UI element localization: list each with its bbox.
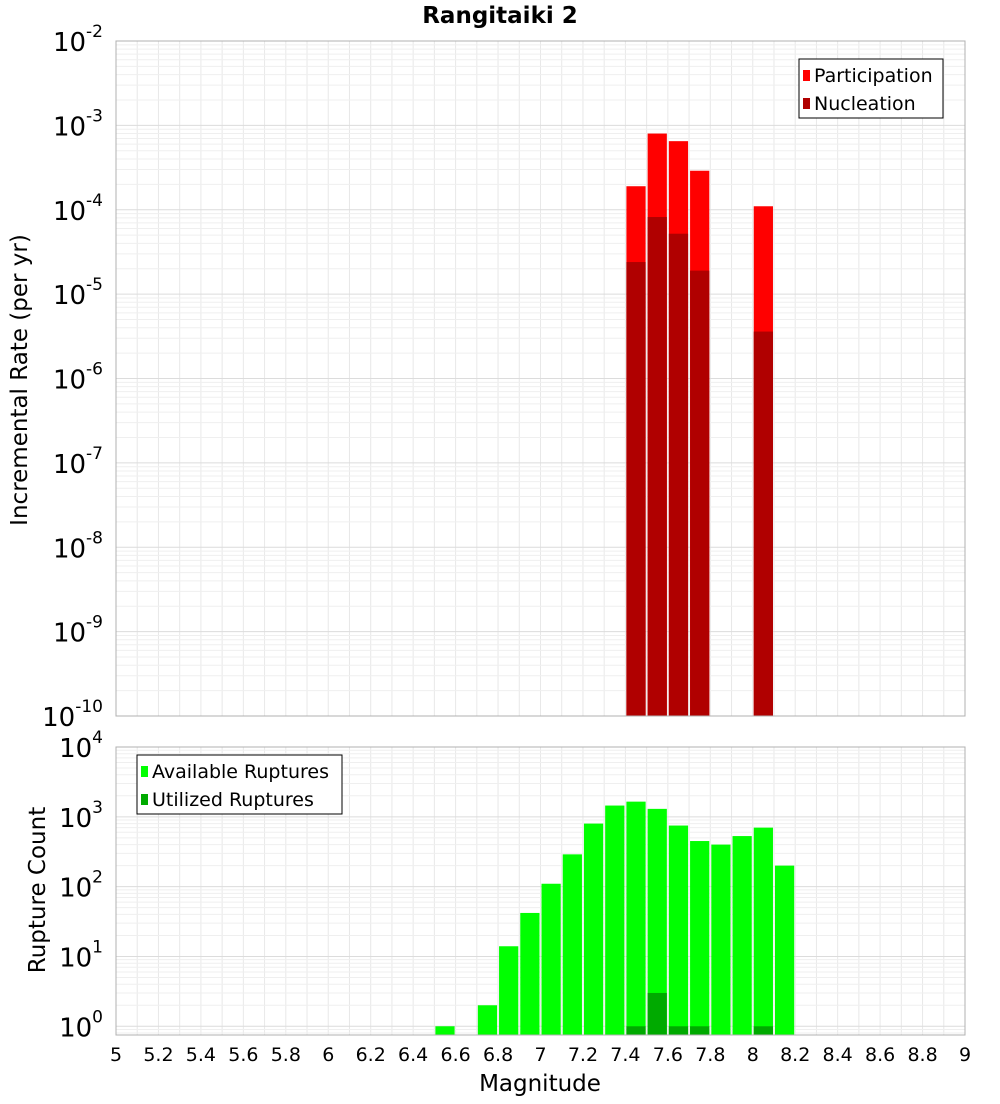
bottom-panel-bar-series1 (668, 825, 689, 1035)
x-tick-label: 7.4 (610, 1044, 640, 1066)
top-panel-y-tick-label: 10-3 (53, 106, 103, 142)
top-panel-bar-series2 (647, 217, 667, 716)
x-tick-label: 5.4 (186, 1044, 216, 1066)
x-tick-label: 7 (534, 1044, 546, 1066)
top-panel-y-tick-label: 10-8 (53, 528, 103, 564)
top-panel-bar-series2 (753, 331, 773, 716)
x-tick-label: 5.2 (143, 1044, 173, 1066)
x-tick-label: 6.4 (398, 1044, 428, 1066)
bottom-panel-y-tick-label: 100 (59, 1007, 103, 1043)
bottom-panel-bar-series1 (605, 805, 625, 1035)
top-panel-bar-series2 (626, 262, 646, 716)
bottom-panel-bar-series1 (541, 883, 561, 1035)
bottom-panel-bar-series2 (668, 1026, 689, 1035)
top-panel-bar-series2 (668, 233, 689, 716)
bottom-panel-bar-series1 (477, 1005, 498, 1035)
bottom-panel-bar-series1 (753, 827, 773, 1035)
x-tick-label: 7.8 (695, 1044, 725, 1066)
bottom-panel-y-tick-label: 104 (59, 728, 103, 764)
top-panel-y-tick-label: 10-10 (42, 697, 103, 733)
x-tick-label: 6.8 (483, 1044, 513, 1066)
bottom-panel-bar-series1 (499, 946, 519, 1035)
bottom-panel-y-tick-label: 101 (59, 937, 103, 973)
bottom-panel-plot-frame (115, 746, 966, 1036)
x-tick-label: 6 (322, 1044, 334, 1066)
top-panel-bar-series2 (690, 270, 710, 716)
bottom-panel-y-tick-label: 102 (59, 868, 103, 904)
bottom-panel-bar-series2 (626, 1026, 646, 1035)
top-panel-y-tick-label: 10-4 (53, 191, 103, 227)
bottom-panel-bar-series1 (647, 808, 667, 1035)
x-tick-label: 5 (110, 1044, 122, 1066)
top-panel-y-tick-label: 10-2 (53, 22, 103, 58)
bottom-panel-legend-swatch (141, 794, 148, 805)
top-panel-y-tick-label: 10-9 (53, 613, 103, 649)
bottom-panel-bar-series1 (562, 854, 582, 1035)
bottom-y-axis-label: Rupture Count (25, 807, 51, 973)
bottom-panel-bar-series2 (647, 992, 667, 1035)
top-panel-y-tick-label: 10-6 (53, 360, 103, 396)
bottom-panel-legend-label: Utilized Ruptures (152, 789, 314, 811)
bottom-panel-bar-series1 (435, 1026, 455, 1035)
bottom-panel-bar-series1 (520, 912, 540, 1035)
bottom-panel-bar-series1 (732, 836, 752, 1035)
bottom-panel-bar-series1 (690, 841, 710, 1035)
bottom-panel-legend-box (136, 754, 343, 815)
x-axis-label: Magnitude (479, 1071, 601, 1097)
bottom-panel-bar-series1 (711, 844, 731, 1035)
bottom-panel-bar-series2 (690, 1026, 710, 1035)
x-tick-label: 9 (959, 1044, 971, 1066)
top-panel-legend-swatch (803, 70, 810, 81)
bottom-panel-legend-swatch (141, 766, 148, 777)
chart-title: Rangitaiki 2 (422, 3, 578, 29)
top-panel-plot-frame (115, 40, 966, 717)
top-panel-y-tick-label: 10-7 (53, 444, 103, 480)
top-panel-legend-swatch (803, 98, 810, 109)
bottom-panel-bar-series1 (583, 823, 604, 1035)
bottom-panel-bar-series1 (626, 801, 646, 1035)
x-tick-label: 8.2 (780, 1044, 810, 1066)
x-tick-label: 8.6 (865, 1044, 895, 1066)
bottom-panel-legend-label: Available Ruptures (152, 761, 329, 783)
bottom-panel-bar-series1 (774, 865, 795, 1035)
x-tick-label: 8.4 (823, 1044, 853, 1066)
x-tick-label: 8.8 (907, 1044, 937, 1066)
top-panel-legend-label: Nucleation (814, 93, 916, 115)
x-tick-label: 6.6 (440, 1044, 470, 1066)
x-tick-label: 7.6 (653, 1044, 683, 1066)
bottom-panel-bar-series2 (753, 1026, 773, 1035)
top-panel-y-tick-label: 10-5 (53, 275, 103, 311)
x-tick-label: 7.2 (568, 1044, 598, 1066)
bottom-panel-y-tick-label: 103 (59, 798, 103, 834)
x-tick-label: 5.6 (228, 1044, 258, 1066)
x-tick-label: 6.2 (356, 1044, 386, 1066)
top-y-axis-label: Incremental Rate (per yr) (7, 234, 33, 526)
x-tick-label: 8 (747, 1044, 759, 1066)
x-tick-label: 5.8 (271, 1044, 301, 1066)
top-panel-legend-box (798, 58, 944, 119)
top-panel-legend-label: Participation (814, 65, 933, 87)
